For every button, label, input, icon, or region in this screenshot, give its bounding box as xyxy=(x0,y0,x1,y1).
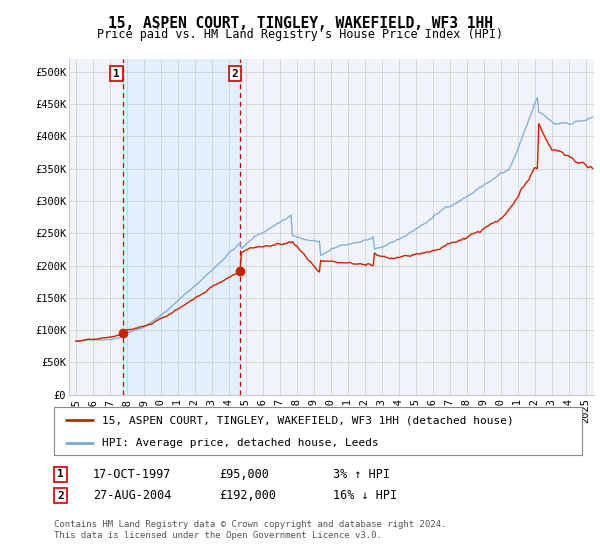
Text: 27-AUG-2004: 27-AUG-2004 xyxy=(93,489,172,502)
Text: 15, ASPEN COURT, TINGLEY, WAKEFIELD, WF3 1HH: 15, ASPEN COURT, TINGLEY, WAKEFIELD, WF3… xyxy=(107,16,493,31)
Text: HPI: Average price, detached house, Leeds: HPI: Average price, detached house, Leed… xyxy=(101,438,378,448)
Text: 17-OCT-1997: 17-OCT-1997 xyxy=(93,468,172,481)
Text: 1: 1 xyxy=(113,69,120,78)
Text: Price paid vs. HM Land Registry's House Price Index (HPI): Price paid vs. HM Land Registry's House … xyxy=(97,28,503,41)
Text: Contains HM Land Registry data © Crown copyright and database right 2024.
This d: Contains HM Land Registry data © Crown c… xyxy=(54,520,446,540)
Text: 2: 2 xyxy=(57,491,64,501)
Text: 1: 1 xyxy=(57,469,64,479)
Text: 2: 2 xyxy=(231,69,238,78)
Text: £95,000: £95,000 xyxy=(219,468,269,481)
Bar xyxy=(124,59,240,395)
Text: 3% ↑ HPI: 3% ↑ HPI xyxy=(333,468,390,481)
Text: 15, ASPEN COURT, TINGLEY, WAKEFIELD, WF3 1HH (detached house): 15, ASPEN COURT, TINGLEY, WAKEFIELD, WF3… xyxy=(101,416,513,426)
Text: £192,000: £192,000 xyxy=(219,489,276,502)
Text: 16% ↓ HPI: 16% ↓ HPI xyxy=(333,489,397,502)
